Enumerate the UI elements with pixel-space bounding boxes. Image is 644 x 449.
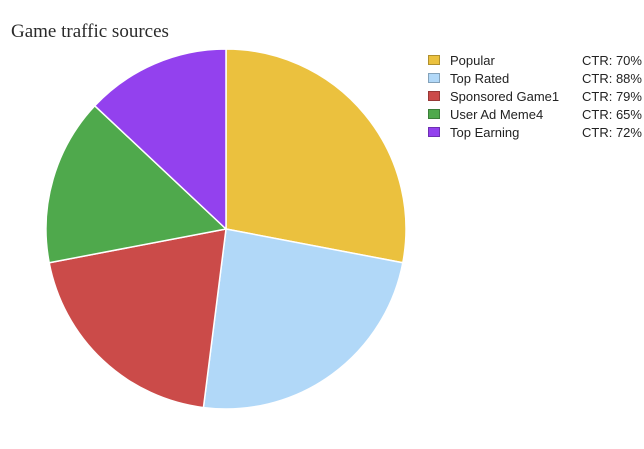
legend-ctr: CTR: 65%: [582, 106, 642, 122]
legend: Popular CTR: 70% Top Rated CTR: 88% Spon…: [428, 51, 642, 141]
legend-label: User Ad Meme4: [450, 106, 544, 122]
chart-title: Game traffic sources: [11, 21, 169, 42]
legend-ctr: CTR: 70%: [582, 52, 642, 68]
legend-swatch: [428, 73, 440, 83]
legend-swatch: [428, 127, 440, 137]
legend-ctr: CTR: 88%: [582, 70, 642, 86]
legend-item-user-ad-meme4[interactable]: User Ad Meme4 CTR: 65%: [428, 105, 642, 123]
legend-label: Sponsored Game1: [450, 88, 560, 104]
pie-slice-top-earning[interactable]: [94, 48, 227, 230]
pie-slice-sponsored-game1[interactable]: [48, 228, 227, 409]
legend-swatch: [428, 109, 440, 119]
legend-ctr: CTR: 72%: [582, 124, 642, 140]
pie-slice-popular[interactable]: [225, 48, 407, 264]
legend-item-popular[interactable]: Popular CTR: 70%: [428, 51, 642, 69]
legend-label: Top Earning: [450, 124, 520, 140]
pie-slice-user-ad-meme4[interactable]: [45, 105, 227, 264]
legend-item-top-earning[interactable]: Top Earning CTR: 72%: [428, 123, 642, 141]
legend-swatch: [428, 55, 440, 65]
legend-item-sponsored-game1[interactable]: Sponsored Game1 CTR: 79%: [428, 87, 642, 105]
pie-slice-top-rated[interactable]: [202, 228, 404, 410]
legend-item-top-rated[interactable]: Top Rated CTR: 88%: [428, 69, 642, 87]
legend-ctr: CTR: 79%: [582, 88, 642, 104]
legend-label: Top Rated: [450, 70, 510, 86]
legend-swatch: [428, 91, 440, 101]
legend-label: Popular: [450, 52, 495, 68]
